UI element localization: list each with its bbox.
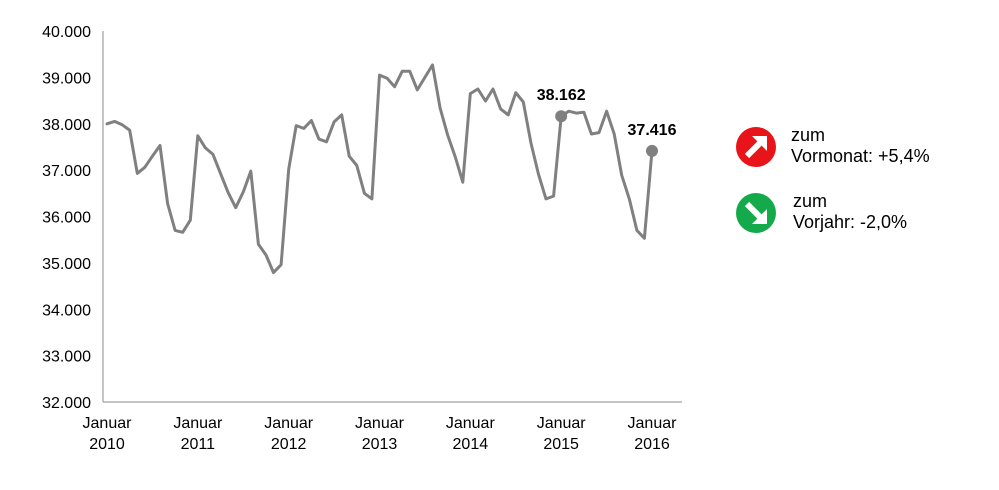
x-tick-label: 2013 xyxy=(362,436,398,453)
y-tick-label: 36.000 xyxy=(42,210,91,227)
y-axis-ticks: 40.000 39.000 38.000 37.000 36.000 35.000 34.0… xyxy=(42,24,91,412)
x-axis-ticks: Januar 2010 Januar 2011 Januar 2012 Januar 2013… xyxy=(83,415,678,453)
x-tick-label: Januar xyxy=(537,415,587,432)
data-label: 38.162 xyxy=(537,87,586,104)
info-vormonat-line2: Vormonat: +5,4% xyxy=(791,146,930,166)
y-tick-label: 39.000 xyxy=(42,70,91,87)
data-markers: 38.162 37.416 xyxy=(537,87,677,157)
x-tick-label: 2012 xyxy=(271,436,307,453)
x-tick-label: Januar xyxy=(355,415,405,432)
arrow-up-right-icon xyxy=(736,127,776,167)
x-tick-label: 2010 xyxy=(89,436,125,453)
data-point-marker xyxy=(555,110,568,123)
x-tick-label: Januar xyxy=(83,415,133,432)
info-vorjahr-line2: Vorjahr: -2,0% xyxy=(793,212,908,232)
y-tick-label: 32.000 xyxy=(42,395,91,412)
info-vormonat-line1: zum xyxy=(791,125,826,145)
y-tick-label: 40.000 xyxy=(42,24,91,41)
x-tick-label: 2014 xyxy=(453,436,489,453)
y-tick-label: 38.000 xyxy=(42,117,91,134)
x-tick-label: Januar xyxy=(173,415,223,432)
y-tick-label: 37.000 xyxy=(42,163,91,180)
arrow-down-right-icon xyxy=(736,193,776,233)
info-vorjahr-line1: zum xyxy=(793,191,828,211)
y-tick-label: 33.000 xyxy=(42,349,91,366)
x-tick-label: Januar xyxy=(264,415,314,432)
data-point-marker xyxy=(646,144,658,157)
x-tick-label: 2011 xyxy=(181,436,216,453)
info-vormonat-text: zum Vormonat: +5,4% xyxy=(791,125,930,167)
x-tick-label: 2015 xyxy=(543,436,579,453)
info-vorjahr: zum Vorjahr: -2,0% xyxy=(736,191,976,235)
x-tick-label: Januar xyxy=(446,415,496,432)
info-vormonat: zum Vormonat: +5,4% xyxy=(736,125,976,169)
x-tick-label: 2016 xyxy=(634,436,670,453)
x-tick-label: Januar xyxy=(628,415,678,432)
info-vorjahr-text: zum Vorjahr: -2,0% xyxy=(793,191,907,233)
y-tick-label: 34.000 xyxy=(42,302,91,319)
data-label: 37.416 xyxy=(628,122,677,139)
y-tick-label: 35.000 xyxy=(42,256,91,273)
